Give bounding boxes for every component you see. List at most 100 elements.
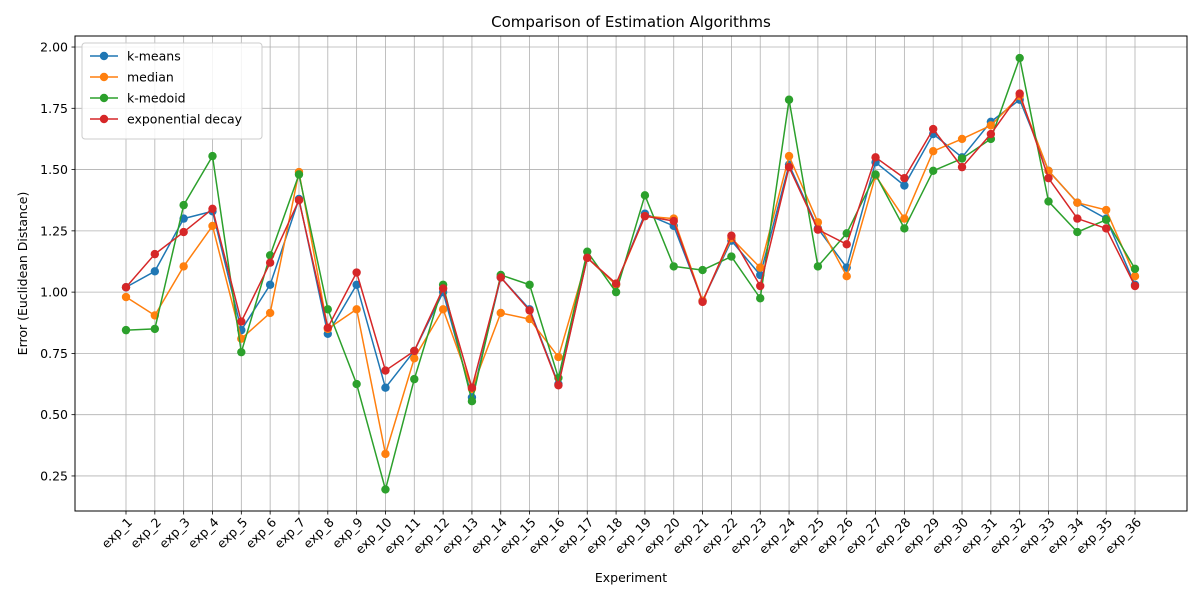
data-point xyxy=(727,252,736,261)
y-tick-label: 1.00 xyxy=(40,285,68,300)
data-point xyxy=(871,170,880,179)
data-point xyxy=(756,263,765,272)
data-point xyxy=(121,325,131,335)
data-point xyxy=(640,211,650,221)
legend-item: exponential decay xyxy=(90,112,243,127)
data-point xyxy=(957,134,967,144)
data-point xyxy=(265,308,275,318)
data-point xyxy=(1073,227,1082,237)
y-tick-label: 1.50 xyxy=(40,162,68,177)
data-point xyxy=(352,268,361,277)
data-point xyxy=(410,374,419,384)
data-point xyxy=(957,162,967,172)
data-point xyxy=(352,379,361,389)
data-point xyxy=(294,196,304,205)
data-point xyxy=(1130,264,1140,274)
data-point xyxy=(179,262,188,271)
data-point xyxy=(121,283,131,292)
data-point xyxy=(1015,53,1024,63)
legend-box xyxy=(81,42,263,140)
series-line xyxy=(125,92,1136,389)
data-point xyxy=(467,396,477,406)
y-tick-label: 0.25 xyxy=(40,468,68,483)
data-point xyxy=(611,279,621,288)
data-point xyxy=(900,181,909,190)
data-point xyxy=(323,323,332,332)
data-point xyxy=(583,253,592,263)
data-point xyxy=(929,124,938,134)
data-point xyxy=(352,305,361,314)
legend-item: k-medoid xyxy=(90,91,186,106)
legend-label: exponential decay xyxy=(127,112,243,127)
data-point xyxy=(1101,215,1111,225)
data-point xyxy=(323,305,332,314)
data-point xyxy=(237,347,246,357)
data-point xyxy=(669,216,678,226)
data-point xyxy=(1101,205,1111,215)
data-point xyxy=(208,204,217,213)
legend-item: k-means xyxy=(90,49,181,64)
data-point xyxy=(871,153,880,162)
data-point xyxy=(784,151,794,161)
series-layer xyxy=(121,53,1140,494)
data-point xyxy=(842,240,851,249)
data-point xyxy=(842,229,851,238)
data-point xyxy=(784,95,794,104)
data-point xyxy=(583,247,592,256)
data-point xyxy=(381,449,390,459)
data-point xyxy=(727,231,736,240)
data-point xyxy=(265,280,275,289)
data-point xyxy=(150,324,160,334)
data-point xyxy=(121,292,131,302)
data-point xyxy=(179,227,188,237)
data-point xyxy=(1015,89,1024,98)
data-point xyxy=(813,262,823,271)
data-point xyxy=(986,129,996,139)
legend-marker xyxy=(99,93,109,103)
y-axis: 0.25 0.50 0.75 1.00 1.25 1.50 1.75 2.00 xyxy=(40,40,75,483)
data-point xyxy=(150,249,160,259)
data-point xyxy=(496,308,505,318)
data-point xyxy=(957,154,967,163)
data-point xyxy=(525,306,534,315)
chart-title: Comparison of Estimation Algorithms xyxy=(491,13,771,31)
y-tick-label: 0.50 xyxy=(40,407,68,422)
data-point xyxy=(784,162,794,172)
data-point xyxy=(1044,197,1053,206)
data-point xyxy=(900,214,909,223)
x-axis-title: Experiment xyxy=(595,570,667,585)
data-point xyxy=(381,383,390,392)
data-point xyxy=(381,485,390,494)
data-point xyxy=(294,170,304,179)
plot-area-frame xyxy=(74,35,1188,512)
data-point xyxy=(1101,224,1111,233)
data-point xyxy=(150,267,160,276)
data-point xyxy=(1073,198,1082,207)
legend-label: k-medoid xyxy=(127,91,186,106)
data-point xyxy=(640,191,650,200)
data-point xyxy=(929,146,938,156)
data-point xyxy=(208,151,217,161)
y-axis-title: Error (Euclidean Distance) xyxy=(15,192,30,356)
legend-item: median xyxy=(90,70,174,85)
data-point xyxy=(525,280,534,289)
data-point xyxy=(554,352,563,362)
data-point xyxy=(842,271,851,281)
legend-label: median xyxy=(127,70,174,85)
legend-marker xyxy=(99,72,109,82)
data-point xyxy=(756,281,765,291)
data-point xyxy=(496,273,505,282)
data-point xyxy=(1130,271,1140,281)
y-tick-label: 1.75 xyxy=(40,101,68,116)
data-point xyxy=(1073,214,1082,223)
data-point xyxy=(179,200,188,210)
data-point xyxy=(900,173,909,183)
data-point xyxy=(900,224,909,233)
data-point xyxy=(611,287,621,297)
legend-marker xyxy=(99,114,109,124)
data-point xyxy=(237,317,246,326)
y-tick-label: 2.00 xyxy=(40,40,68,55)
data-point xyxy=(698,265,707,275)
data-point xyxy=(208,221,217,231)
